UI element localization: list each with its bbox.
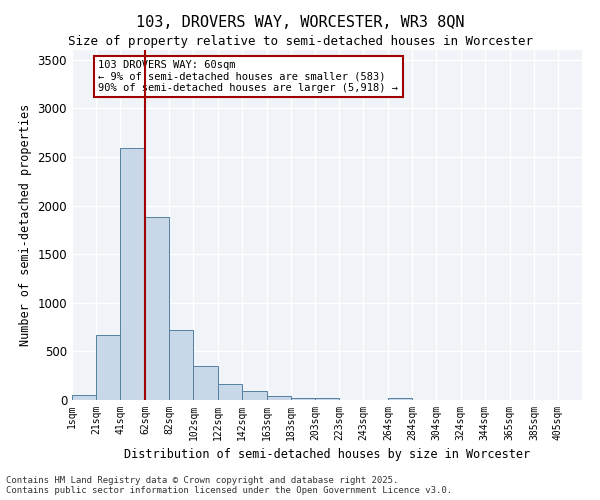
- Bar: [218, 384, 242, 400]
- Y-axis label: Number of semi-detached properties: Number of semi-detached properties: [19, 104, 32, 346]
- Text: Size of property relative to semi-detached houses in Worcester: Size of property relative to semi-detach…: [67, 35, 533, 48]
- Bar: [169, 330, 193, 400]
- Bar: [193, 366, 218, 400]
- X-axis label: Distribution of semi-detached houses by size in Worcester: Distribution of semi-detached houses by …: [124, 448, 530, 462]
- Bar: [315, 398, 339, 400]
- Bar: [96, 335, 120, 400]
- Bar: [120, 148, 145, 400]
- Text: Contains HM Land Registry data © Crown copyright and database right 2025.
Contai: Contains HM Land Registry data © Crown c…: [6, 476, 452, 495]
- Bar: [267, 396, 291, 400]
- Bar: [242, 391, 267, 400]
- Text: 103 DROVERS WAY: 60sqm
← 9% of semi-detached houses are smaller (583)
90% of sem: 103 DROVERS WAY: 60sqm ← 9% of semi-deta…: [98, 60, 398, 93]
- Bar: [72, 394, 96, 400]
- Bar: [145, 217, 169, 400]
- Bar: [388, 398, 412, 400]
- Text: 103, DROVERS WAY, WORCESTER, WR3 8QN: 103, DROVERS WAY, WORCESTER, WR3 8QN: [136, 15, 464, 30]
- Bar: [291, 398, 315, 400]
